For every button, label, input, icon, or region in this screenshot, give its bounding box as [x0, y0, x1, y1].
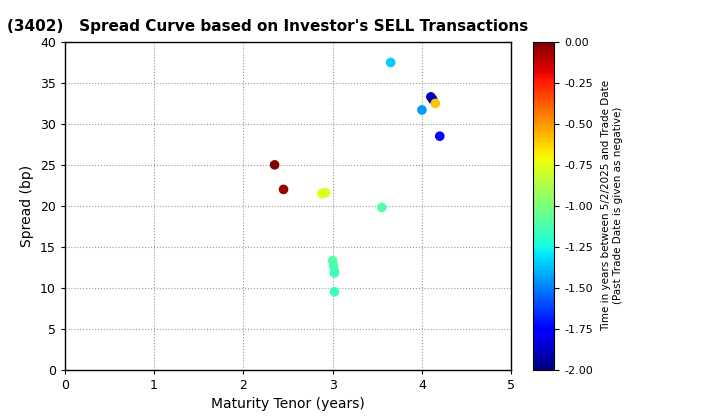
Point	[416, 107, 428, 113]
Point	[427, 96, 438, 102]
X-axis label: Maturity Tenor (years): Maturity Tenor (years)	[211, 397, 365, 411]
Point	[328, 262, 339, 269]
Point	[316, 190, 328, 197]
Point	[327, 257, 338, 264]
Y-axis label: Time in years between 5/2/2025 and Trade Date
(Past Trade Date is given as negat: Time in years between 5/2/2025 and Trade…	[601, 80, 623, 331]
Y-axis label: Spread (bp): Spread (bp)	[20, 165, 35, 247]
Point	[328, 270, 340, 276]
Point	[328, 289, 340, 295]
Point	[425, 94, 436, 100]
Point	[328, 268, 340, 275]
Point	[269, 161, 280, 168]
Point	[385, 59, 397, 66]
Point	[430, 100, 441, 107]
Point	[434, 133, 446, 139]
Point	[278, 186, 289, 193]
Text: (3402)   Spread Curve based on Investor's SELL Transactions: (3402) Spread Curve based on Investor's …	[6, 19, 528, 34]
Point	[320, 189, 331, 196]
Point	[376, 204, 387, 211]
